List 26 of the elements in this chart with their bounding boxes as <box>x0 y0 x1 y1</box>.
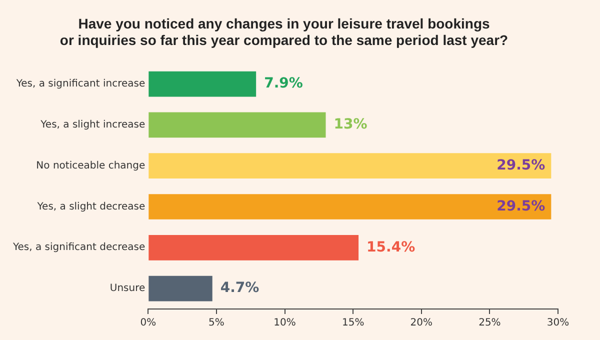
y-tick-label: Yes, a slight increase <box>40 120 146 131</box>
y-tick-label: Yes, a slight decrease <box>36 201 146 212</box>
y-tick-label: No noticeable change <box>36 160 146 172</box>
x-tick-label: 10% <box>274 318 296 329</box>
y-tick-label: Yes, a significant increase <box>15 78 146 90</box>
data-label: 4.7% <box>220 280 260 296</box>
data-label: 29.5% <box>496 198 546 214</box>
x-tick-label: 15% <box>342 318 364 329</box>
bar <box>148 71 256 97</box>
x-tick-label: 25% <box>478 318 501 329</box>
data-label: 29.5% <box>496 157 546 174</box>
data-label: 13% <box>334 116 368 133</box>
x-tick-label: 5% <box>208 318 224 329</box>
y-tick-label: Unsure <box>110 283 146 294</box>
bar <box>148 194 552 220</box>
data-label: 7.9% <box>264 76 303 92</box>
x-tick-label: 0% <box>140 318 156 329</box>
bar <box>148 234 359 260</box>
x-tick-label: 20% <box>410 318 432 329</box>
bar <box>148 276 212 302</box>
bar <box>148 112 326 138</box>
y-tick-label: Yes, a significant decrease <box>12 242 146 254</box>
bar <box>148 153 552 179</box>
x-tick-label: 30% <box>546 318 570 329</box>
data-label: 15.4% <box>366 239 416 256</box>
chart-title: Have you noticed any changes in your leisure travel bookings or inquiries so far this year compared to the same period last year? <box>60 15 508 48</box>
